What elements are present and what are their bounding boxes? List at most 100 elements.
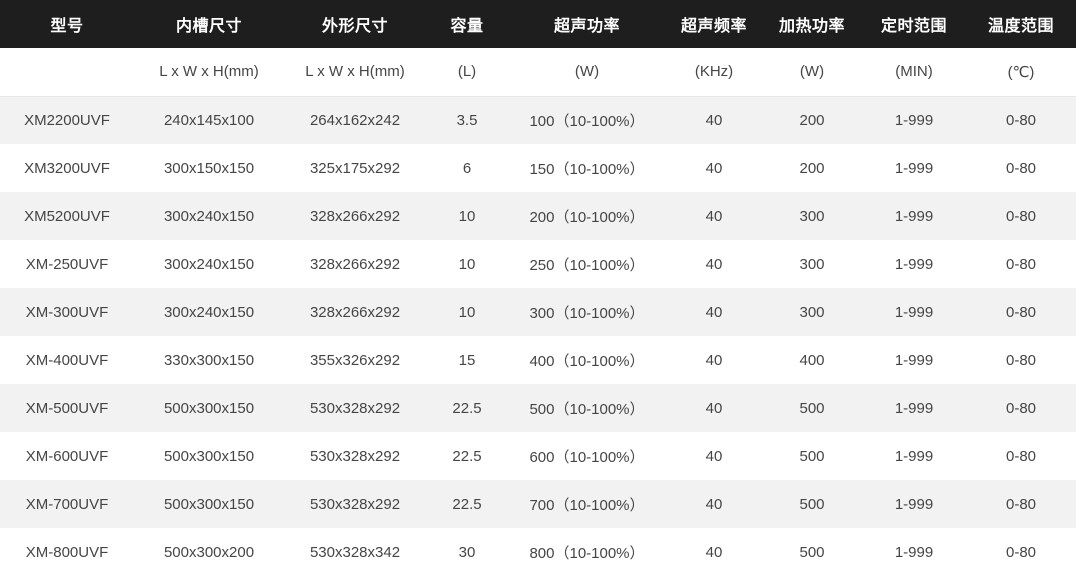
cell-temp-range: 0-80 bbox=[1005, 351, 1037, 369]
cell-timer-range: 1-999 bbox=[894, 351, 934, 369]
cell-inner-tank-size: 300x240x150 bbox=[163, 303, 255, 321]
cell-capacity: 15 bbox=[458, 351, 476, 369]
column-unit-timer-range: (MIN) bbox=[862, 48, 966, 97]
cell-ultrasonic-power: 250（10-100%） bbox=[529, 256, 645, 274]
column-unit-outer-size: L x W x H(mm) bbox=[284, 48, 426, 97]
cell-capacity: 22.5 bbox=[452, 447, 482, 465]
cell-model: XM-400UVF bbox=[25, 351, 109, 369]
cell-capacity: 3.5 bbox=[456, 111, 478, 129]
table-body: XM2200UVF 240x145x100 264x162x242 3.5 100（10… bbox=[0, 96, 1076, 576]
cell-heating-power: 200 bbox=[799, 159, 825, 177]
table-row: XM-250UVF 300x240x150 328x266x292 10 250（10-… bbox=[0, 240, 1076, 288]
cell-timer-range: 1-999 bbox=[894, 447, 934, 465]
cell-capacity: 10 bbox=[458, 303, 476, 321]
table-row: XM-700UVF 500x300x150 530x328x292 22.5 700（1… bbox=[0, 480, 1076, 528]
cell-heating-power: 500 bbox=[799, 447, 825, 465]
header-row: 型号 内槽尺寸 外形尺寸 容量 超声功率 超声频率 加热功率 定时范围 温度范围 bbox=[0, 0, 1076, 48]
cell-inner-tank-size: 240x145x100 bbox=[163, 111, 255, 129]
cell-outer-size: 530x328x292 bbox=[309, 447, 401, 465]
column-header-temp-range: 温度范围 bbox=[987, 18, 1054, 35]
table-row: XM5200UVF 300x240x150 328x266x292 10 200（10-… bbox=[0, 192, 1076, 240]
cell-inner-tank-size: 500x300x200 bbox=[163, 543, 255, 561]
table-row: XM2200UVF 240x145x100 264x162x242 3.5 100（10… bbox=[0, 96, 1076, 144]
cell-inner-tank-size: 500x300x150 bbox=[163, 495, 255, 513]
cell-outer-size: 530x328x292 bbox=[309, 495, 401, 513]
cell-ultrasonic-power: 100（10-100%） bbox=[529, 112, 645, 130]
cell-model: XM-250UVF bbox=[25, 255, 109, 273]
cell-ultrasonic-frequency: 40 bbox=[705, 111, 723, 129]
cell-capacity: 22.5 bbox=[452, 399, 482, 417]
cell-heating-power: 500 bbox=[799, 543, 825, 561]
column-header-ultrasonic-frequency: 超声频率 bbox=[680, 18, 747, 35]
column-header-ultrasonic-power: 超声功率 bbox=[553, 18, 620, 35]
cell-capacity: 30 bbox=[458, 543, 476, 561]
unit-row: L x W x H(mm) L x W x H(mm) (L) (W) (KHz) (W)… bbox=[0, 48, 1076, 97]
cell-ultrasonic-power: 300（10-100%） bbox=[529, 304, 645, 322]
table-row: XM-500UVF 500x300x150 530x328x292 22.5 500（1… bbox=[0, 384, 1076, 432]
cell-capacity: 6 bbox=[462, 159, 472, 177]
cell-temp-range: 0-80 bbox=[1005, 495, 1037, 513]
cell-ultrasonic-power: 700（10-100%） bbox=[529, 496, 645, 514]
cell-inner-tank-size: 500x300x150 bbox=[163, 399, 255, 417]
cell-timer-range: 1-999 bbox=[894, 543, 934, 561]
cell-ultrasonic-power: 500（10-100%） bbox=[529, 400, 645, 418]
cell-capacity: 10 bbox=[458, 255, 476, 273]
cell-heating-power: 200 bbox=[799, 111, 825, 129]
cell-temp-range: 0-80 bbox=[1005, 207, 1037, 225]
cell-timer-range: 1-999 bbox=[894, 111, 934, 129]
cell-heating-power: 300 bbox=[799, 255, 825, 273]
cell-outer-size: 530x328x342 bbox=[309, 543, 401, 561]
cell-inner-tank-size: 330x300x150 bbox=[163, 351, 255, 369]
cell-outer-size: 530x328x292 bbox=[309, 399, 401, 417]
column-unit-model bbox=[0, 48, 134, 97]
column-header-capacity: 容量 bbox=[450, 18, 484, 35]
cell-model: XM-800UVF bbox=[25, 543, 109, 561]
cell-temp-range: 0-80 bbox=[1005, 303, 1037, 321]
cell-timer-range: 1-999 bbox=[894, 399, 934, 417]
cell-heating-power: 300 bbox=[799, 303, 825, 321]
cell-outer-size: 328x266x292 bbox=[309, 207, 401, 225]
cell-ultrasonic-frequency: 40 bbox=[705, 303, 723, 321]
cell-outer-size: 325x175x292 bbox=[309, 159, 401, 177]
column-unit-ultrasonic-power: (W) bbox=[508, 48, 666, 97]
table-header: 型号 内槽尺寸 外形尺寸 容量 超声功率 超声频率 加热功率 定时范围 温度范围 L x W x… bbox=[0, 0, 1076, 97]
table-row: XM-600UVF 500x300x150 530x328x292 22.5 600（1… bbox=[0, 432, 1076, 480]
cell-model: XM5200UVF bbox=[24, 207, 110, 225]
cell-heating-power: 300 bbox=[799, 207, 825, 225]
cell-timer-range: 1-999 bbox=[894, 207, 934, 225]
cell-inner-tank-size: 300x150x150 bbox=[163, 159, 255, 177]
column-header-inner-tank-size: 内槽尺寸 bbox=[175, 18, 242, 35]
column-header-outer-size: 外形尺寸 bbox=[321, 18, 388, 35]
cell-heating-power: 500 bbox=[799, 399, 825, 417]
cell-outer-size: 355x326x292 bbox=[309, 351, 401, 369]
column-header-heating-power: 加热功率 bbox=[778, 18, 845, 35]
cell-model: XM2200UVF bbox=[24, 111, 110, 129]
cell-temp-range: 0-80 bbox=[1005, 159, 1037, 177]
table-row: XM-300UVF 300x240x150 328x266x292 10 300（10-… bbox=[0, 288, 1076, 336]
cell-temp-range: 0-80 bbox=[1005, 447, 1037, 465]
column-unit-ultrasonic-frequency: (KHz) bbox=[666, 48, 762, 97]
column-unit-heating-power: (W) bbox=[762, 48, 862, 97]
cell-ultrasonic-power: 600（10-100%） bbox=[529, 448, 645, 466]
cell-ultrasonic-frequency: 40 bbox=[705, 399, 723, 417]
cell-outer-size: 328x266x292 bbox=[309, 255, 401, 273]
cell-temp-range: 0-80 bbox=[1005, 399, 1037, 417]
cell-ultrasonic-power: 800（10-100%） bbox=[529, 544, 645, 562]
cell-ultrasonic-frequency: 40 bbox=[705, 159, 723, 177]
cell-ultrasonic-power: 150（10-100%） bbox=[529, 160, 645, 178]
cell-inner-tank-size: 300x240x150 bbox=[163, 207, 255, 225]
cell-temp-range: 0-80 bbox=[1005, 543, 1037, 561]
column-header-model: 型号 bbox=[50, 18, 84, 35]
table-row: XM-400UVF 330x300x150 355x326x292 15 400（10-… bbox=[0, 336, 1076, 384]
cell-ultrasonic-power: 200（10-100%） bbox=[529, 208, 645, 226]
column-unit-inner-tank-size: L x W x H(mm) bbox=[134, 48, 284, 97]
cell-heating-power: 400 bbox=[799, 351, 825, 369]
cell-model: XM-500UVF bbox=[25, 399, 109, 417]
cell-ultrasonic-frequency: 40 bbox=[705, 447, 723, 465]
cell-ultrasonic-frequency: 40 bbox=[705, 207, 723, 225]
column-unit-temp-range: (℃) bbox=[966, 48, 1076, 97]
cell-heating-power: 500 bbox=[799, 495, 825, 513]
cell-ultrasonic-power: 400（10-100%） bbox=[529, 352, 645, 370]
cell-outer-size: 328x266x292 bbox=[309, 303, 401, 321]
